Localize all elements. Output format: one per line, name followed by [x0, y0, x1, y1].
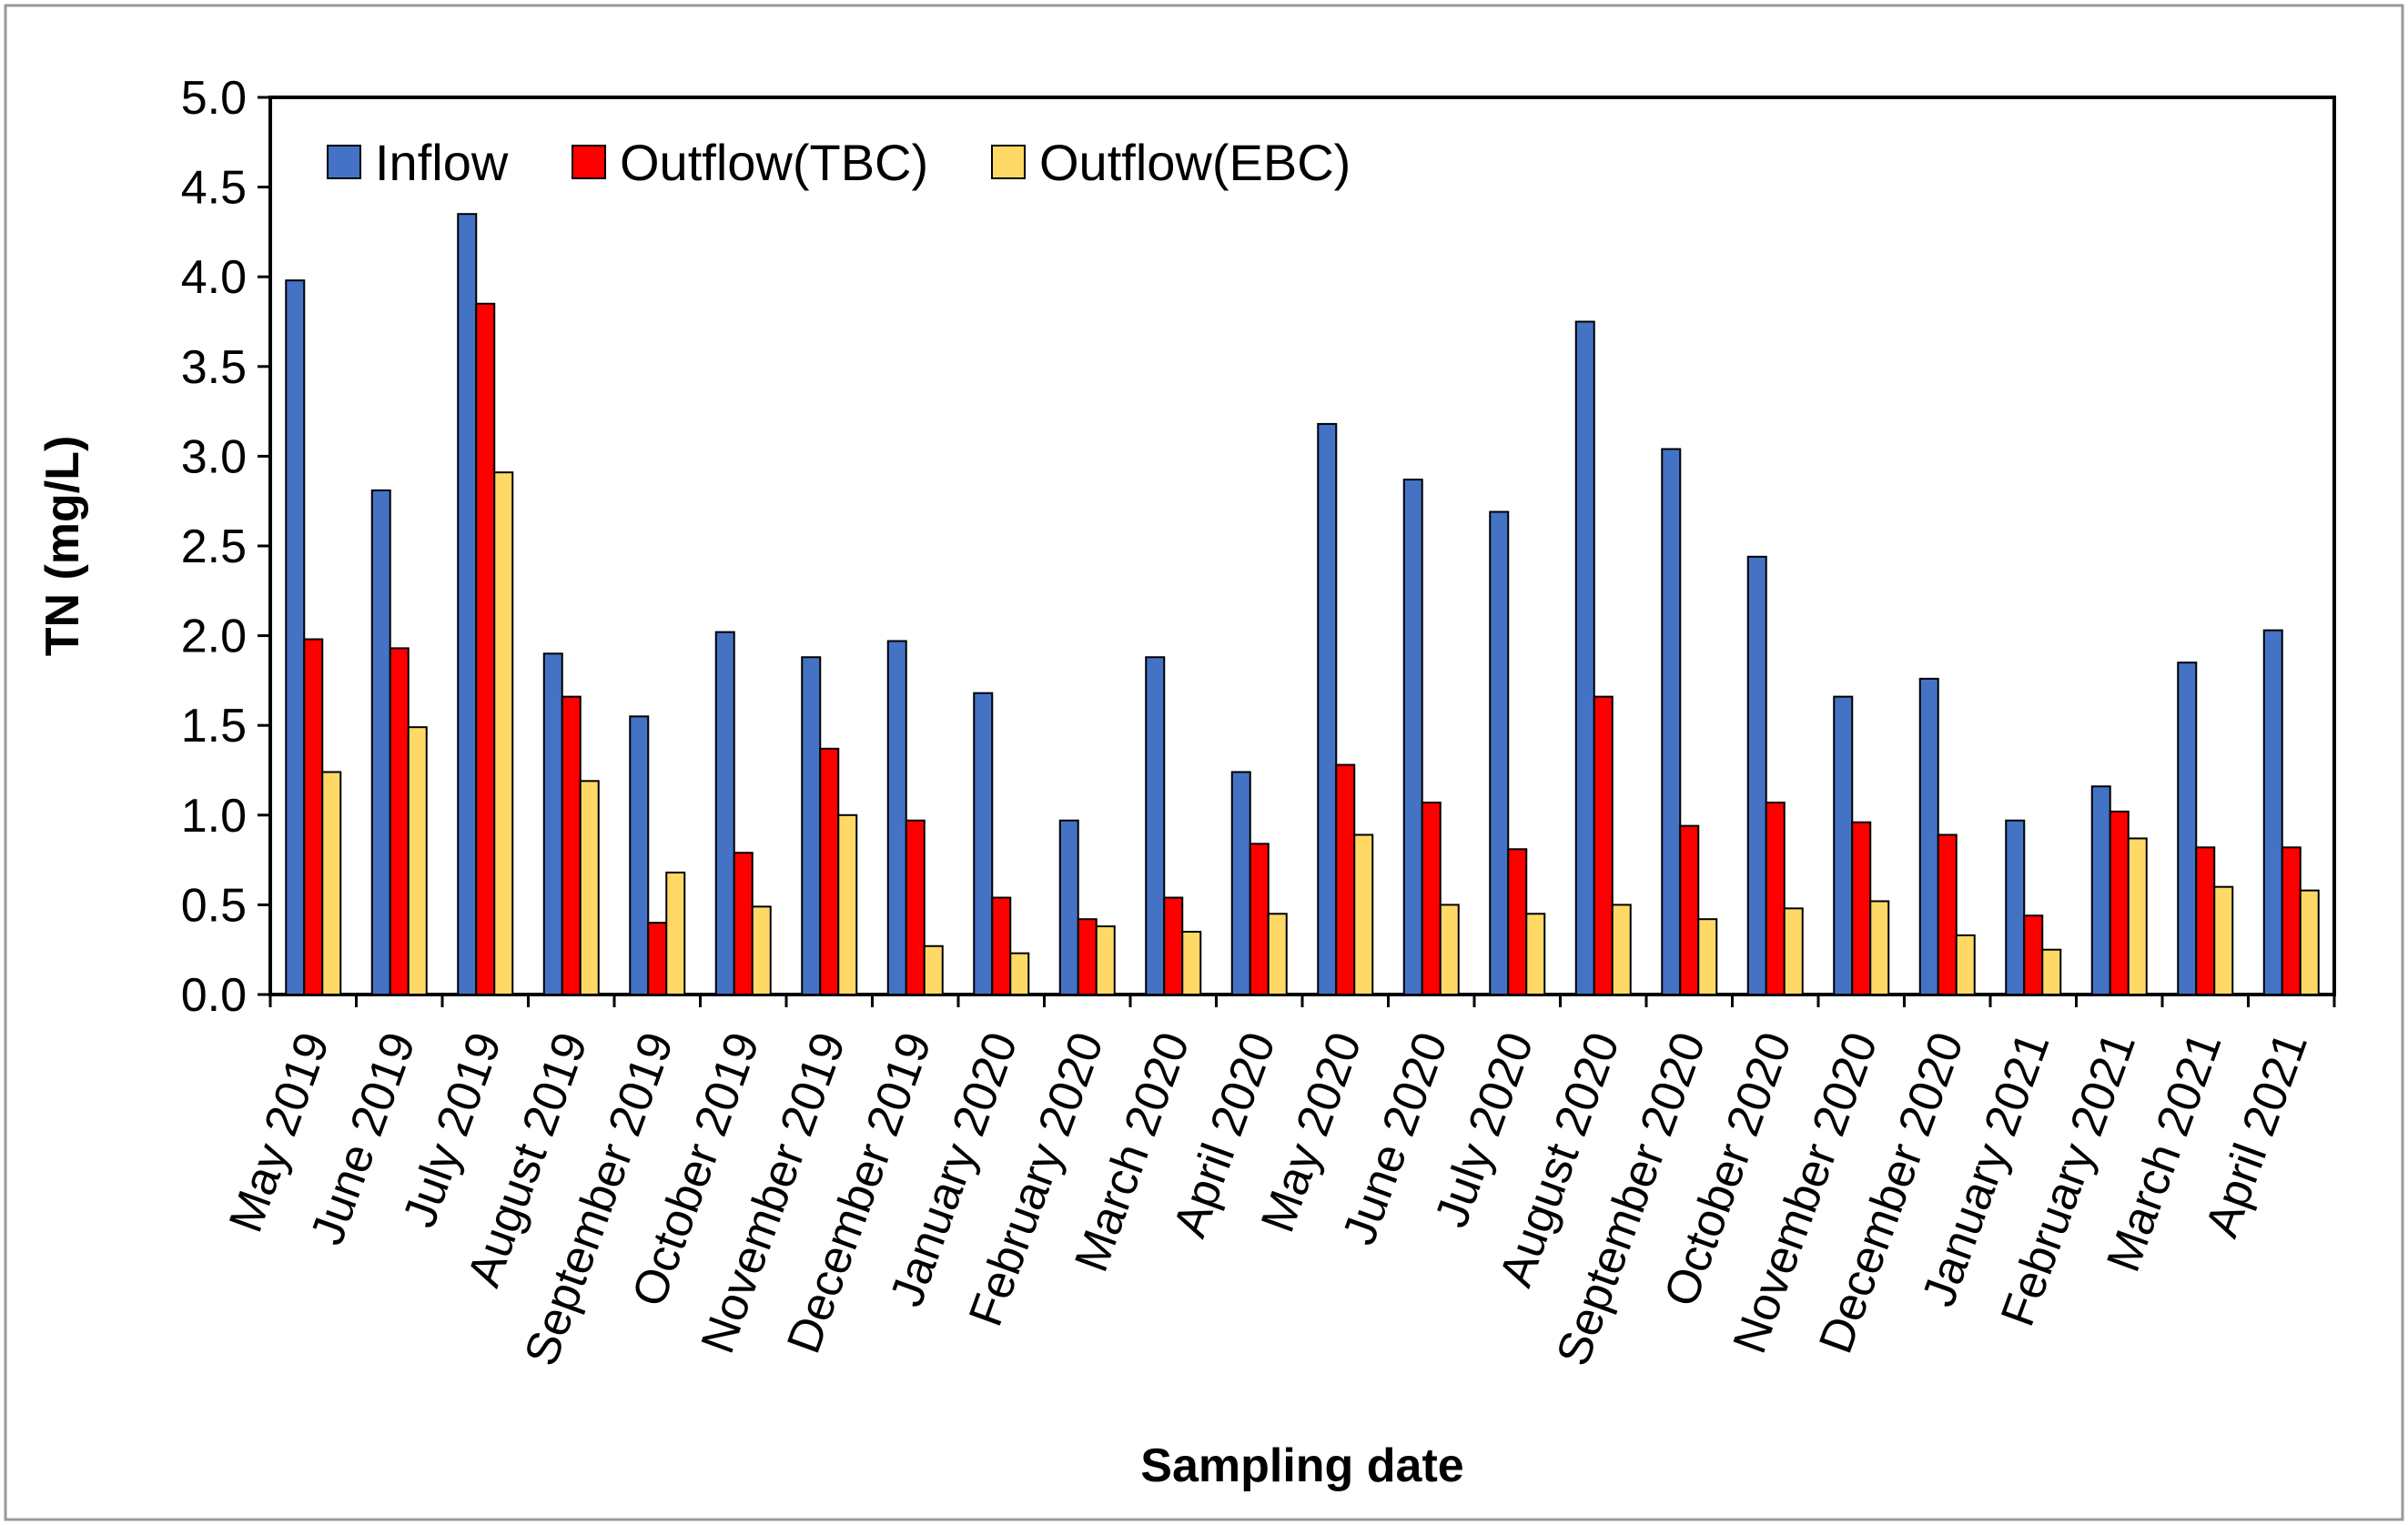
bar-outflow-ebc: [493, 471, 514, 995]
bar-outflow-tbc: [1163, 896, 1184, 996]
legend-swatch-outflow-ebc: [991, 145, 1026, 179]
bar-inflow: [285, 279, 306, 996]
bar-inflow: [1402, 479, 1423, 995]
bar-outflow-ebc: [1095, 925, 1116, 996]
bar-inflow: [973, 692, 994, 995]
bar-outflow-ebc: [407, 726, 428, 995]
bar-outflow-ebc: [1783, 907, 1804, 995]
bar-inflow: [2177, 662, 2198, 995]
bar-outflow-tbc: [2023, 914, 2044, 995]
y-tick-label: 4.5: [181, 162, 247, 215]
bar-inflow: [1661, 448, 1682, 995]
plot-area: [268, 96, 2336, 996]
bar-outflow-tbc: [1851, 821, 1872, 995]
y-tick-label: 5.0: [181, 72, 247, 125]
bar-inflow: [1058, 819, 1079, 995]
bar-outflow-tbc: [389, 647, 410, 995]
bar-outflow-ebc: [1353, 833, 1374, 995]
bar-outflow-ebc: [751, 905, 772, 996]
bar-outflow-tbc: [905, 819, 926, 995]
bar-inflow: [2262, 629, 2283, 996]
bar-outflow-tbc: [991, 896, 1012, 996]
bar-outflow-ebc: [1611, 904, 1632, 996]
bar-outflow-tbc: [561, 695, 582, 995]
bar-inflow: [1746, 555, 1767, 995]
bar-inflow: [886, 640, 907, 995]
bar-inflow: [1145, 656, 1166, 995]
bar-outflow-tbc: [475, 302, 496, 995]
bar-outflow-tbc: [647, 922, 668, 995]
bar-inflow: [370, 489, 391, 995]
bar-inflow: [714, 631, 735, 995]
bar-outflow-ebc: [1181, 930, 1202, 995]
bar-outflow-tbc: [1507, 848, 1528, 995]
bar-outflow-tbc: [819, 747, 840, 995]
bar-outflow-tbc: [1335, 763, 1356, 995]
bar-outflow-ebc: [1267, 913, 1288, 996]
bar-outflow-ebc: [837, 813, 858, 995]
bar-outflow-ebc: [1697, 918, 1718, 996]
bar-inflow: [1833, 695, 1854, 995]
x-axis: [268, 995, 2336, 1007]
bar-inflow: [801, 656, 822, 995]
bar-outflow-ebc: [2213, 885, 2234, 995]
legend: Inflow Outflow(TBC) Outflow(EBC): [327, 134, 1351, 191]
y-tick-label: 1.0: [181, 790, 247, 843]
y-axis-title: TN (mg/L): [36, 436, 89, 657]
y-tick-label: 1.5: [181, 700, 247, 752]
y-tick-label: 2.0: [181, 611, 247, 663]
bar-inflow: [1489, 510, 1510, 995]
bar-outflow-ebc: [1525, 913, 1546, 996]
bar-outflow-ebc: [1869, 900, 1890, 995]
y-tick-label: 0.0: [181, 969, 247, 1022]
y-tick-label: 2.5: [181, 520, 247, 573]
bar-outflow-tbc: [1937, 833, 1958, 995]
bar-inflow: [2005, 819, 2026, 995]
bar-outflow-tbc: [2281, 846, 2302, 996]
bar-outflow-tbc: [1249, 843, 1270, 995]
y-tick-label: 3.5: [181, 341, 247, 394]
bar-inflow: [542, 652, 563, 995]
bar-outflow-ebc: [2041, 948, 2062, 995]
bar-outflow-tbc: [1765, 801, 1786, 995]
bar-outflow-ebc: [1955, 934, 1976, 995]
bar-inflow: [1317, 422, 1338, 995]
legend-label-outflow-tbc: Outflow(TBC): [620, 134, 928, 191]
bar-outflow-ebc: [2299, 889, 2320, 996]
x-axis-title: Sampling date: [1140, 1439, 1463, 1492]
legend-label-outflow-ebc: Outflow(EBC): [1039, 134, 1351, 191]
legend-swatch-inflow: [327, 145, 361, 179]
y-tick-label: 0.5: [181, 879, 247, 932]
bar-outflow-ebc: [321, 771, 342, 995]
bar-outflow-tbc: [303, 638, 324, 995]
bar-outflow-ebc: [1009, 952, 1030, 996]
bars-group: [285, 213, 2320, 996]
bar-outflow-tbc: [1679, 824, 1700, 996]
bar-outflow-ebc: [1439, 904, 1460, 996]
bar-outflow-ebc: [2127, 837, 2148, 995]
bar-outflow-tbc: [1593, 695, 1614, 995]
bar-outflow-ebc: [923, 944, 944, 995]
bar-inflow: [1230, 771, 1251, 995]
bar-outflow-ebc: [579, 780, 600, 995]
bar-inflow: [1918, 677, 1939, 995]
bar-inflow: [1574, 320, 1595, 995]
bar-outflow-tbc: [2109, 810, 2130, 996]
bar-outflow-tbc: [1077, 918, 1098, 996]
y-axis: 0.0 0.5 1.0 1.5 2.0 2.5 3.0 3.5 4.0 4.5 5.0: [181, 72, 270, 1022]
bar-outflow-tbc: [2195, 846, 2216, 996]
bar-inflow: [457, 213, 478, 995]
bar-outflow-ebc: [665, 871, 686, 995]
bar-inflow: [2090, 785, 2111, 995]
bar-outflow-tbc: [733, 852, 754, 995]
bar-outflow-tbc: [1421, 801, 1442, 995]
y-tick-label: 4.0: [181, 251, 247, 304]
legend-swatch-outflow-tbc: [572, 145, 606, 179]
legend-label-inflow: Inflow: [375, 134, 509, 191]
bar-inflow: [629, 715, 650, 996]
y-tick-label: 3.0: [181, 430, 247, 483]
